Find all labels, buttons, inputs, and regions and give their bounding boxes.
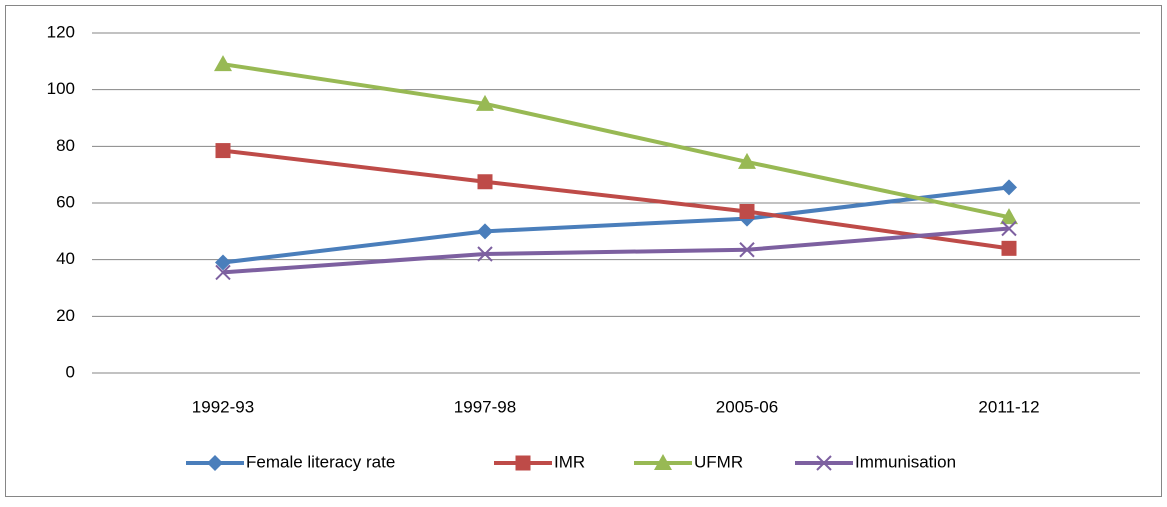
data-point bbox=[477, 246, 493, 262]
y-tick-label: 20 bbox=[56, 306, 75, 325]
data-point bbox=[1001, 240, 1017, 256]
data-point bbox=[738, 152, 756, 169]
x-tick-label: 1997-98 bbox=[454, 397, 516, 416]
legend-marker bbox=[207, 455, 223, 471]
legend-marker bbox=[515, 455, 531, 471]
x-tick-label: 2011-12 bbox=[978, 397, 1039, 416]
data-point bbox=[477, 174, 493, 190]
legend-marker bbox=[654, 454, 672, 470]
legend-label: Female literacy rate bbox=[246, 452, 395, 471]
data-point bbox=[214, 55, 232, 72]
series-line bbox=[222, 226, 1010, 275]
series-line bbox=[222, 62, 1010, 220]
data-point bbox=[739, 242, 755, 258]
data-point bbox=[739, 204, 755, 219]
data-point bbox=[215, 254, 231, 271]
data-point bbox=[477, 223, 493, 240]
data-point bbox=[215, 143, 231, 159]
data-point bbox=[1001, 179, 1017, 196]
data-point bbox=[1000, 208, 1018, 225]
y-tick-label: 120 bbox=[47, 22, 75, 41]
data-point bbox=[476, 94, 494, 111]
data-point bbox=[1001, 220, 1017, 237]
legend-marker bbox=[816, 455, 832, 471]
x-tick-label: 1992-93 bbox=[192, 397, 254, 416]
legend-label: Immunisation bbox=[855, 452, 956, 471]
x-tick-label: 2005-06 bbox=[716, 397, 778, 416]
y-tick-label: 60 bbox=[56, 192, 75, 211]
y-tick-label: 100 bbox=[47, 79, 75, 98]
y-tick-label: 40 bbox=[56, 249, 75, 268]
series-line bbox=[222, 148, 1010, 251]
y-tick-label: 0 bbox=[66, 362, 75, 381]
legend-label: IMR bbox=[554, 452, 585, 471]
data-point bbox=[215, 264, 231, 281]
series-line bbox=[222, 185, 1010, 265]
y-tick-label: 80 bbox=[56, 136, 75, 155]
legend-label: UFMR bbox=[694, 452, 743, 471]
